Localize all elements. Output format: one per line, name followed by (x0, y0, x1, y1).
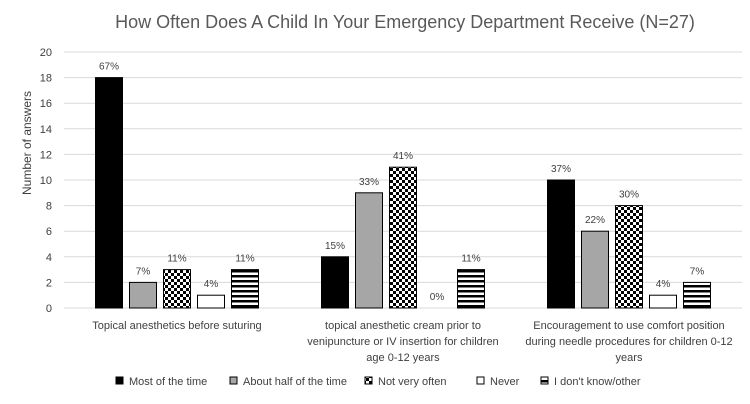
category-label: Encouragement to use comfort position (533, 320, 724, 332)
bar (163, 269, 191, 309)
legend-label: Not very often (378, 376, 446, 388)
data-label: 11% (167, 254, 186, 265)
y-tick-label: 16 (40, 98, 52, 110)
legend-swatch (364, 376, 373, 385)
legend-label: Most of the time (129, 376, 207, 388)
category-labels: Topical anesthetics before suturing topic… (92, 320, 732, 364)
y-tick-label: 2 (46, 277, 52, 289)
y-tick-label: 6 (46, 226, 52, 238)
category-label: topical anesthetic cream prior to (325, 320, 481, 332)
legend-swatch (229, 376, 238, 385)
category-label: age 0-12 years (366, 352, 440, 364)
bar (197, 294, 225, 309)
y-axis-label: Number of answers (20, 91, 34, 195)
bar (581, 230, 609, 309)
bar (231, 269, 259, 309)
y-tick-label: 20 (40, 47, 52, 59)
bar (457, 269, 485, 309)
y-tick-label: 10 (40, 175, 52, 187)
legend-label: About half of the time (243, 376, 347, 388)
legend-label: Never (490, 376, 520, 388)
bar (95, 77, 123, 309)
legend: Most of the time About half of the time No… (115, 376, 641, 388)
category-label: years (616, 352, 643, 364)
bar (683, 281, 711, 309)
category-label: during needle procedures for children 0-… (525, 336, 732, 348)
y-tick-label: 14 (40, 124, 52, 136)
data-label: 30% (619, 190, 639, 201)
y-tick-label: 12 (40, 149, 52, 161)
bar (321, 256, 349, 309)
data-label: 4% (204, 279, 219, 290)
data-label: 41% (393, 151, 413, 162)
legend-swatch (115, 376, 124, 385)
legend-swatch (476, 376, 485, 385)
data-label: 7% (136, 266, 151, 277)
bars (95, 77, 711, 309)
y-tick-label: 0 (46, 303, 52, 315)
y-tick-label: 8 (46, 201, 52, 213)
bar (649, 294, 677, 309)
data-label: 37% (551, 164, 571, 175)
y-tick-label: 18 (40, 73, 52, 85)
data-label: 22% (585, 215, 605, 226)
data-label: 67% (99, 62, 119, 73)
data-label: 7% (690, 266, 705, 277)
legend-label: I don't know/other (554, 376, 641, 388)
y-tick-label: 4 (46, 252, 52, 264)
bar (355, 192, 383, 309)
category-label: Topical anesthetics before suturing (92, 320, 261, 332)
bar (615, 205, 643, 309)
bar (547, 179, 575, 309)
data-label: 11% (235, 254, 254, 265)
legend-swatch (540, 376, 549, 385)
data-label: 15% (325, 241, 345, 252)
data-label: 33% (359, 177, 379, 188)
data-label: 4% (656, 279, 671, 290)
data-label: 0% (430, 292, 445, 303)
chart-title: How Often Does A Child In Your Emergency… (115, 12, 695, 32)
data-label: 11% (461, 254, 480, 265)
category-label: venipuncture or IV insertion for childre… (307, 336, 498, 348)
bar (389, 166, 417, 309)
bar (129, 281, 157, 309)
data-labels: 67% 15% 37% 7% 33% 22% 11% 41% 30% 4% 0% 4% 11% 11% 7% (99, 62, 704, 303)
